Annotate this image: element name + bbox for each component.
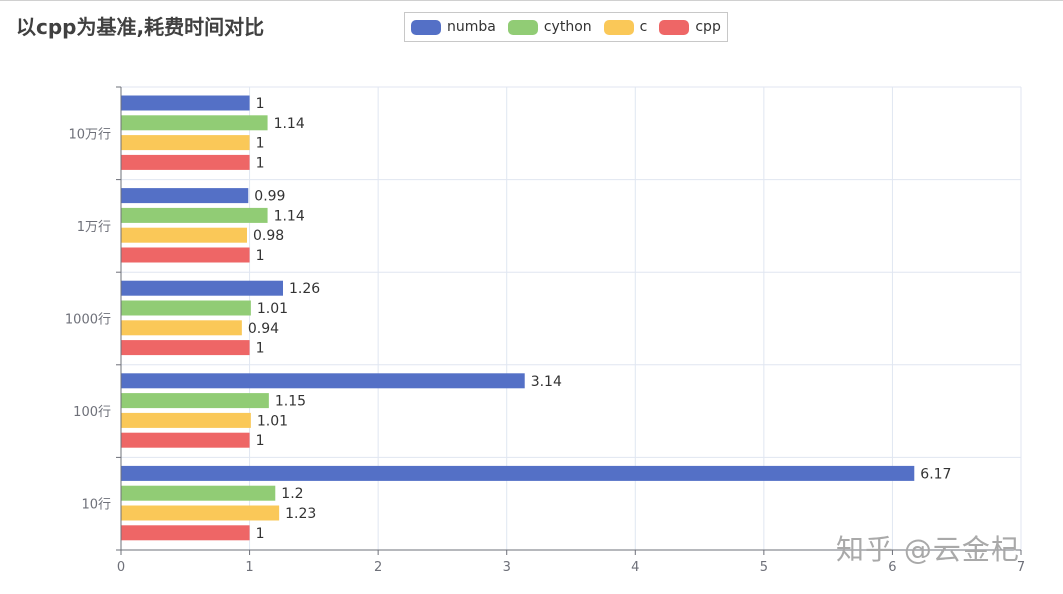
- chart-title: 以cpp为基准,耗费时间对比: [16, 15, 265, 39]
- x-tick-label: 4: [631, 560, 639, 575]
- data-label: 1.15: [275, 394, 306, 410]
- data-label: 1: [256, 433, 265, 449]
- x-tick-label: 6: [888, 560, 896, 575]
- bar-cython-4: [121, 485, 276, 501]
- data-label: 0.99: [254, 189, 285, 205]
- data-label: 1.23: [285, 506, 316, 522]
- legend-item-cpp[interactable]: cpp: [659, 19, 721, 35]
- bar-numba-1: [121, 188, 249, 204]
- legend-swatch: [603, 19, 634, 35]
- bar-numba-0: [121, 95, 250, 111]
- x-tick-label: 7: [1017, 560, 1025, 575]
- y-tick-label: 1000行: [65, 313, 111, 328]
- data-label: 1.2: [281, 486, 303, 502]
- bar-cpp-4: [121, 525, 250, 541]
- x-tick-label: 3: [503, 560, 511, 575]
- bar-numba-2: [121, 280, 283, 296]
- zhihu-watermark: 知乎 @云金杞: [836, 533, 1020, 566]
- legend-label: cython: [543, 19, 592, 35]
- bar-c-4: [121, 505, 280, 521]
- x-tick-label: 1: [245, 560, 253, 575]
- bar-cpp-0: [121, 154, 250, 170]
- bar-cpp-3: [121, 432, 250, 448]
- legend-label: numba: [447, 19, 496, 35]
- data-label: 0.98: [253, 228, 284, 244]
- data-label: 1.01: [257, 413, 288, 429]
- legend-swatch: [659, 19, 690, 35]
- legend-item-cython[interactable]: cython: [507, 19, 592, 35]
- y-tick-label: 100行: [73, 405, 111, 420]
- data-label: 1: [256, 248, 265, 264]
- data-label: 1: [256, 155, 265, 171]
- bar-cpp-1: [121, 247, 250, 263]
- bar-c-2: [121, 320, 242, 336]
- bar-numba-4: [121, 465, 915, 481]
- data-label: 1.26: [289, 281, 320, 297]
- legend-item-numba[interactable]: numba: [411, 19, 496, 35]
- y-tick-label: 1万行: [77, 220, 111, 235]
- legend-item-c[interactable]: c: [603, 19, 648, 35]
- data-label: 1.14: [274, 116, 305, 132]
- data-label: 6.17: [920, 466, 951, 482]
- legend-swatch: [507, 19, 538, 35]
- data-label: 1: [256, 136, 265, 152]
- data-label: 1.14: [274, 208, 305, 224]
- x-tick-label: 5: [760, 560, 768, 575]
- data-label: 1: [256, 341, 265, 357]
- bar-c-1: [121, 227, 247, 243]
- data-label: 0.94: [248, 321, 279, 337]
- data-label: 1.01: [257, 301, 288, 317]
- data-label: 1: [256, 96, 265, 112]
- legend-label: c: [639, 19, 648, 35]
- data-label: 1: [256, 526, 265, 542]
- legend-label: cpp: [695, 19, 721, 35]
- bar-numba-3: [121, 373, 525, 389]
- y-tick-label: 10行: [81, 498, 111, 513]
- bar-cpp-2: [121, 340, 250, 356]
- bar-cython-1: [121, 207, 268, 223]
- y-tick-label: 10万行: [68, 127, 111, 142]
- bar-cython-2: [121, 300, 251, 316]
- data-label: 3.14: [531, 374, 562, 390]
- bar-c-0: [121, 135, 250, 151]
- bar-cython-3: [121, 393, 269, 409]
- legend-swatch: [411, 19, 441, 35]
- bar-c-3: [121, 412, 251, 428]
- bar-cython-0: [121, 115, 268, 131]
- chart-legend: numba cython c cpp: [404, 12, 728, 42]
- x-tick-label: 0: [117, 560, 125, 575]
- x-tick-label: 2: [374, 560, 382, 575]
- top-divider: [0, 0, 1063, 1]
